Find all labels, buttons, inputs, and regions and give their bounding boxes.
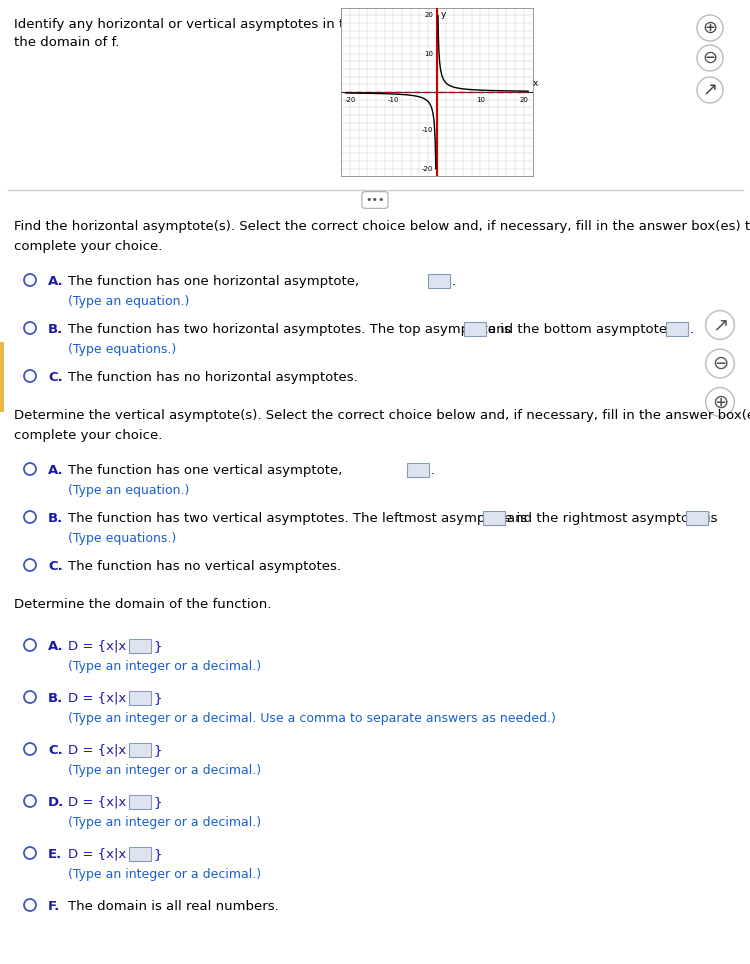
FancyBboxPatch shape: [129, 847, 151, 861]
Text: ⊖: ⊖: [712, 354, 728, 373]
Text: (Type an integer or a decimal. Use a comma to separate answers as needed.): (Type an integer or a decimal. Use a com…: [68, 712, 556, 725]
Text: }: }: [153, 640, 161, 653]
Text: -10: -10: [422, 127, 433, 133]
Text: Determine the domain of the function.: Determine the domain of the function.: [14, 598, 272, 611]
Text: -20: -20: [344, 96, 355, 102]
Text: Identify any horizontal or vertical asymptotes in the graph. State: Identify any horizontal or vertical asym…: [14, 18, 448, 31]
Text: The domain is all real numbers.: The domain is all real numbers.: [68, 900, 279, 913]
Text: D = {x|x >: D = {x|x >: [68, 744, 142, 757]
Text: The function has no vertical asymptotes.: The function has no vertical asymptotes.: [68, 560, 341, 573]
Text: .: .: [452, 275, 456, 288]
Text: A.: A.: [48, 464, 64, 477]
Text: Determine the vertical asymptote(s). Select the correct choice below and, if nec: Determine the vertical asymptote(s). Sel…: [14, 409, 750, 422]
Text: and the rightmost asymptote is: and the rightmost asymptote is: [507, 512, 718, 525]
Text: (Type an equation.): (Type an equation.): [68, 484, 189, 497]
Text: }: }: [153, 796, 161, 809]
Text: The function has no horizontal asymptotes.: The function has no horizontal asymptote…: [68, 371, 358, 384]
FancyBboxPatch shape: [129, 795, 151, 809]
Text: y: y: [440, 10, 446, 18]
FancyBboxPatch shape: [129, 691, 151, 705]
Text: D = {x|x ≠: D = {x|x ≠: [68, 692, 142, 705]
Text: 10: 10: [476, 96, 484, 102]
Text: The function has one horizontal asymptote,: The function has one horizontal asymptot…: [68, 275, 359, 288]
FancyBboxPatch shape: [407, 463, 429, 477]
Text: (Type an integer or a decimal.): (Type an integer or a decimal.): [68, 816, 261, 829]
Bar: [0, 342, 4, 412]
Text: }: }: [153, 692, 161, 705]
Text: Find the horizontal asymptote(s). Select the correct choice below and, if necess: Find the horizontal asymptote(s). Select…: [14, 220, 750, 233]
Text: B.: B.: [48, 323, 63, 336]
Text: The function has two horizontal asymptotes. The top asymptote is: The function has two horizontal asymptot…: [68, 323, 511, 336]
Text: }: }: [153, 848, 161, 861]
Text: D = {x|x ≥: D = {x|x ≥: [68, 640, 142, 653]
Text: .: .: [690, 323, 694, 336]
Text: C.: C.: [48, 560, 63, 573]
Text: complete your choice.: complete your choice.: [14, 429, 162, 442]
Text: ⊕: ⊕: [703, 19, 718, 37]
Circle shape: [697, 77, 723, 103]
Text: 20: 20: [424, 13, 433, 18]
FancyBboxPatch shape: [686, 511, 708, 525]
Text: D = {x|x <: D = {x|x <: [68, 848, 142, 861]
Text: ⊖: ⊖: [703, 49, 718, 67]
Text: x: x: [532, 79, 538, 89]
Text: (Type equations.): (Type equations.): [68, 343, 176, 356]
Text: .: .: [710, 512, 714, 525]
Circle shape: [697, 45, 723, 71]
Text: •••: •••: [365, 195, 385, 205]
Text: D = {x|x ≤: D = {x|x ≤: [68, 796, 142, 809]
Text: 20: 20: [519, 96, 528, 102]
Text: The function has one vertical asymptote,: The function has one vertical asymptote,: [68, 464, 342, 477]
FancyBboxPatch shape: [428, 274, 450, 288]
Circle shape: [697, 15, 723, 41]
Text: E.: E.: [48, 848, 62, 861]
Text: A.: A.: [48, 275, 64, 288]
FancyBboxPatch shape: [666, 322, 688, 336]
Text: A.: A.: [48, 640, 64, 653]
Text: -10: -10: [388, 96, 399, 102]
Text: ↗: ↗: [703, 81, 718, 99]
Text: F.: F.: [48, 900, 60, 913]
Text: D.: D.: [48, 796, 64, 809]
Text: (Type equations.): (Type equations.): [68, 532, 176, 545]
Text: C.: C.: [48, 744, 63, 757]
FancyBboxPatch shape: [483, 511, 505, 525]
Text: (Type an equation.): (Type an equation.): [68, 295, 189, 308]
Text: the domain of f.: the domain of f.: [14, 36, 119, 49]
Text: B.: B.: [48, 692, 63, 705]
Text: C.: C.: [48, 371, 63, 384]
Text: The function has two vertical asymptotes. The leftmost asymptote is: The function has two vertical asymptotes…: [68, 512, 527, 525]
FancyBboxPatch shape: [464, 322, 486, 336]
Text: }: }: [153, 744, 161, 757]
Text: .: .: [431, 464, 435, 477]
Text: (Type an integer or a decimal.): (Type an integer or a decimal.): [68, 868, 261, 881]
Text: and the bottom asymptote is: and the bottom asymptote is: [488, 323, 682, 336]
Text: -20: -20: [422, 166, 433, 172]
Text: (Type an integer or a decimal.): (Type an integer or a decimal.): [68, 764, 261, 777]
Text: complete your choice.: complete your choice.: [14, 240, 162, 253]
Text: 10: 10: [424, 51, 433, 57]
Text: B.: B.: [48, 512, 63, 525]
Text: ↗: ↗: [712, 315, 728, 335]
FancyBboxPatch shape: [129, 743, 151, 757]
Text: ⊕: ⊕: [712, 392, 728, 412]
Text: (Type an integer or a decimal.): (Type an integer or a decimal.): [68, 660, 261, 673]
FancyBboxPatch shape: [129, 639, 151, 653]
